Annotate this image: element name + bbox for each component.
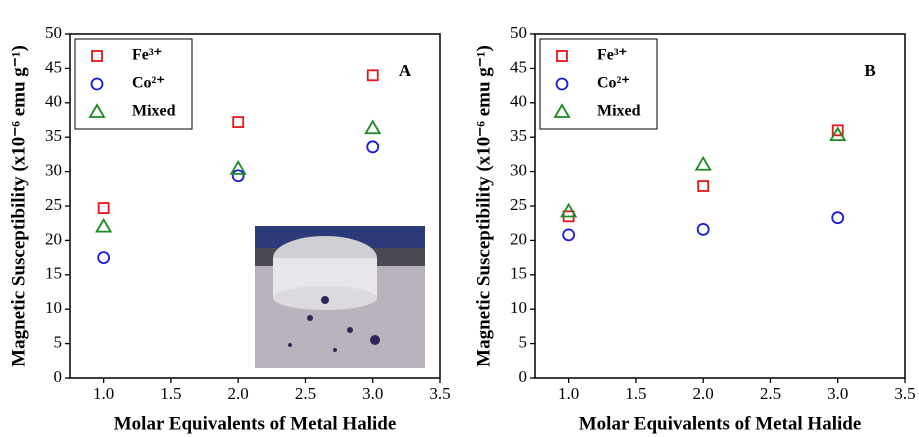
y-tick-label: 10 <box>510 298 527 317</box>
marker-square <box>366 69 379 82</box>
marker-square <box>831 124 844 137</box>
marker-triangle <box>694 155 712 171</box>
y-tick-label: 30 <box>45 161 62 180</box>
x-tick-label: 1.5 <box>160 384 181 403</box>
marker-circle <box>366 140 380 154</box>
legend-label: Co²⁺ <box>132 75 165 92</box>
marker-circle <box>831 211 845 225</box>
y-tick-label: 10 <box>45 298 62 317</box>
x-tick-label: 3.0 <box>827 384 848 403</box>
x-tick-label: 3.0 <box>362 384 383 403</box>
x-tick-label: 3.5 <box>429 384 450 403</box>
y-tick-label: 45 <box>45 57 62 76</box>
x-axis-title: Molar Equivalents of Metal Halide <box>114 413 397 434</box>
x-tick-label: 1.0 <box>93 384 114 403</box>
inset-photo <box>255 226 425 368</box>
marker-square <box>91 50 103 62</box>
y-tick-label: 0 <box>519 367 528 386</box>
legend-label: Mixed <box>132 103 176 120</box>
marker-triangle <box>95 217 113 233</box>
x-tick-label: 1.0 <box>558 384 579 403</box>
marker-triangle <box>364 119 382 135</box>
y-tick-label: 35 <box>45 126 62 145</box>
marker-triangle <box>829 126 847 142</box>
x-tick-label: 1.5 <box>625 384 646 403</box>
legend-box <box>539 38 658 130</box>
y-tick-label: 15 <box>45 264 62 283</box>
legend-label: Co²⁺ <box>597 75 630 92</box>
marker-triangle <box>229 160 247 175</box>
y-tick-label: 40 <box>510 92 527 111</box>
marker-square <box>697 180 710 192</box>
panel-label: B <box>864 61 875 80</box>
legend-label: Fe³⁺ <box>597 47 627 64</box>
x-tick-label: 2.5 <box>760 384 781 403</box>
y-tick-label: 5 <box>54 333 63 352</box>
y-tick-label: 50 <box>45 23 62 42</box>
x-tick-label: 3.5 <box>894 384 915 403</box>
y-tick-label: 5 <box>519 333 528 352</box>
marker-circle <box>231 169 245 183</box>
y-axis-title: Magnetic Susceptibility (x10⁻⁶ emu g⁻¹) <box>8 45 29 367</box>
marker-square <box>232 116 245 128</box>
y-tick-label: 0 <box>54 367 63 386</box>
marker-circle <box>696 222 710 236</box>
y-tick-label: 25 <box>45 195 62 214</box>
y-tick-label: 20 <box>45 229 62 248</box>
y-tick-label: 45 <box>510 57 527 76</box>
y-tick-label: 30 <box>510 161 527 180</box>
marker-square <box>556 50 568 62</box>
y-tick-label: 35 <box>510 126 527 145</box>
y-tick-label: 20 <box>510 229 527 248</box>
legend-label: Fe³⁺ <box>132 47 162 64</box>
x-tick-label: 2.5 <box>295 384 316 403</box>
marker-square <box>97 202 110 214</box>
y-axis-title: Magnetic Susceptibility (x10⁻⁶ emu g⁻¹) <box>473 45 494 367</box>
marker-circle <box>562 228 576 242</box>
legend-box <box>74 38 193 130</box>
marker-triangle <box>560 202 578 218</box>
marker-circle <box>555 77 569 91</box>
marker-circle <box>90 77 104 91</box>
x-axis-title: Molar Equivalents of Metal Halide <box>579 413 862 434</box>
x-tick-label: 2.0 <box>228 384 249 403</box>
marker-circle <box>97 251 111 265</box>
x-tick-label: 2.0 <box>693 384 714 403</box>
y-tick-label: 50 <box>510 23 527 42</box>
y-tick-label: 40 <box>45 92 62 111</box>
marker-triangle <box>88 103 106 118</box>
y-tick-label: 25 <box>510 195 527 214</box>
panel-label: A <box>399 61 412 80</box>
legend-label: Mixed <box>597 103 641 120</box>
marker-triangle <box>553 103 571 118</box>
y-tick-label: 15 <box>510 264 527 283</box>
